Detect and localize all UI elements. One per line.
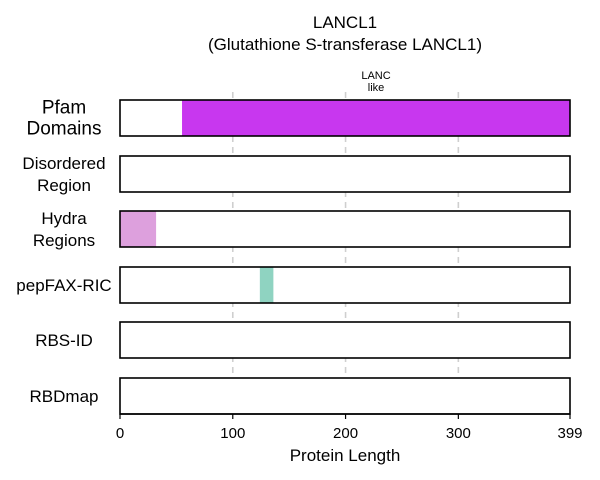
track-row: pepFAX-RIC <box>16 266 571 304</box>
track-segment <box>182 100 570 136</box>
track-border <box>119 321 571 359</box>
track-row: Disordered Region <box>22 154 571 195</box>
track-background <box>120 322 570 358</box>
track-segment <box>120 211 157 247</box>
track-segment <box>259 267 274 303</box>
track-label: Disordered <box>22 154 105 173</box>
track-row: RBDmap <box>30 377 571 415</box>
track-row: RBS-ID <box>35 321 571 359</box>
domain-label: like <box>368 82 385 94</box>
track-border <box>119 155 571 193</box>
x-tick-label: 100 <box>220 425 245 442</box>
track-label: Hydra <box>41 209 87 228</box>
x-tick-label: 399 <box>557 425 582 442</box>
track-border <box>119 99 571 137</box>
x-axis-label: Protein Length <box>290 446 401 465</box>
track-label: Domains <box>27 119 102 140</box>
grid-lines <box>231 92 460 414</box>
track-border <box>119 210 571 248</box>
track-background <box>120 378 570 414</box>
track-background <box>120 156 570 192</box>
track-background <box>120 211 570 247</box>
track-label: pepFAX-RIC <box>16 276 111 295</box>
x-tick-label: 300 <box>446 425 471 442</box>
x-tick-label: 0 <box>116 425 124 442</box>
chart-subtitle: (Glutathione S-transferase LANCL1) <box>208 35 482 54</box>
track-label: RBDmap <box>30 387 99 406</box>
track-border <box>119 266 571 304</box>
x-axis: 0 100 200 300 399 <box>116 413 583 442</box>
track-label: Region <box>37 176 91 195</box>
track-label: RBS-ID <box>35 331 93 350</box>
chart-title: LANCL1 <box>313 13 377 32</box>
domain-label: LANC <box>361 70 390 82</box>
track-label: Pfam <box>42 98 86 119</box>
x-tick-label: 200 <box>333 425 358 442</box>
track-background <box>120 267 570 303</box>
track-row: Hydra Regions <box>33 209 571 250</box>
track-label: Regions <box>33 231 95 250</box>
